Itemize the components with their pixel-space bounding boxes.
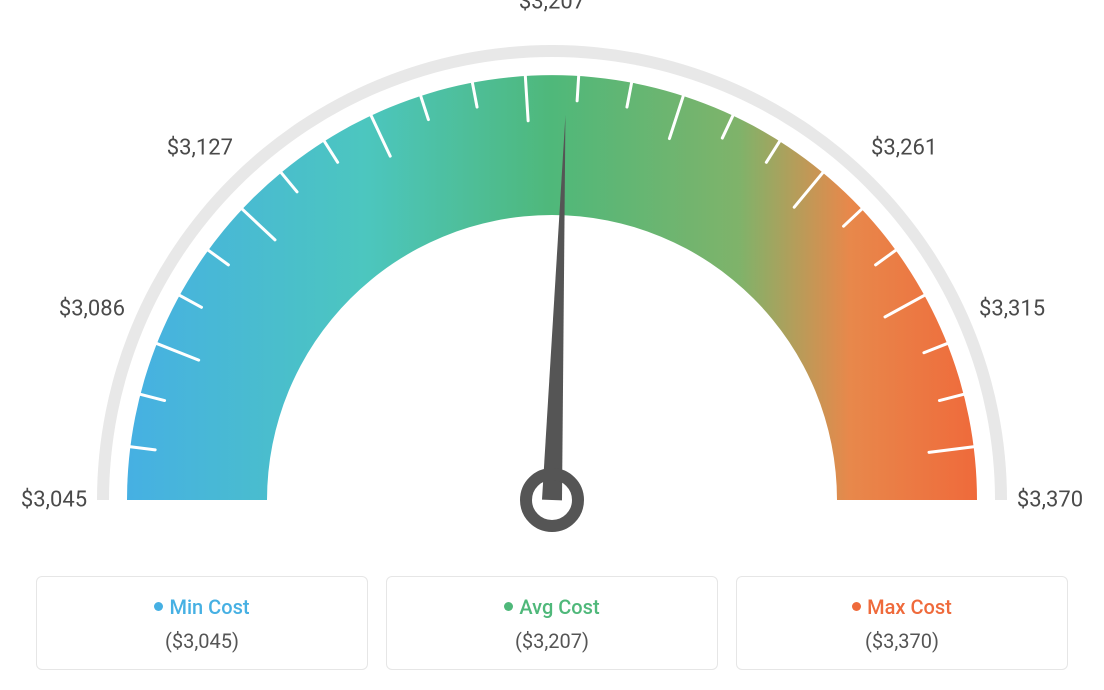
gauge-tick-label: $3,370 bbox=[1017, 488, 1083, 513]
legend-card-max: Max Cost ($3,370) bbox=[736, 576, 1068, 670]
dot-icon bbox=[852, 602, 861, 611]
legend-title-avg: Avg Cost bbox=[399, 595, 705, 619]
gauge-chart: $3,045 $3,086 $3,127 $3,207 $3,261 $3,315 $3,3… bbox=[0, 0, 1104, 560]
dot-icon bbox=[154, 602, 163, 611]
legend-value-max: ($3,370) bbox=[749, 629, 1055, 653]
legend-value-min: ($3,045) bbox=[49, 629, 355, 653]
legend-value-avg: ($3,207) bbox=[399, 629, 705, 653]
legend-row: Min Cost ($3,045) Avg Cost ($3,207) Max … bbox=[36, 576, 1068, 670]
gauge-tick-label: $3,127 bbox=[167, 135, 233, 160]
legend-card-min: Min Cost ($3,045) bbox=[36, 576, 368, 670]
gauge-tick-label: $3,261 bbox=[871, 135, 937, 160]
gauge-tick-label: $3,207 bbox=[519, 0, 585, 15]
legend-title-text: Min Cost bbox=[169, 595, 249, 619]
gauge-tick-label: $3,045 bbox=[21, 488, 87, 513]
legend-title-text: Avg Cost bbox=[519, 595, 599, 619]
gauge-tick-label: $3,086 bbox=[59, 297, 125, 322]
legend-title-max: Max Cost bbox=[749, 595, 1055, 619]
legend-title-min: Min Cost bbox=[49, 595, 355, 619]
legend-title-text: Max Cost bbox=[867, 595, 952, 619]
dot-icon bbox=[504, 602, 513, 611]
legend-card-avg: Avg Cost ($3,207) bbox=[386, 576, 718, 670]
gauge-svg bbox=[0, 0, 1104, 560]
gauge-tick-label: $3,315 bbox=[979, 297, 1045, 322]
